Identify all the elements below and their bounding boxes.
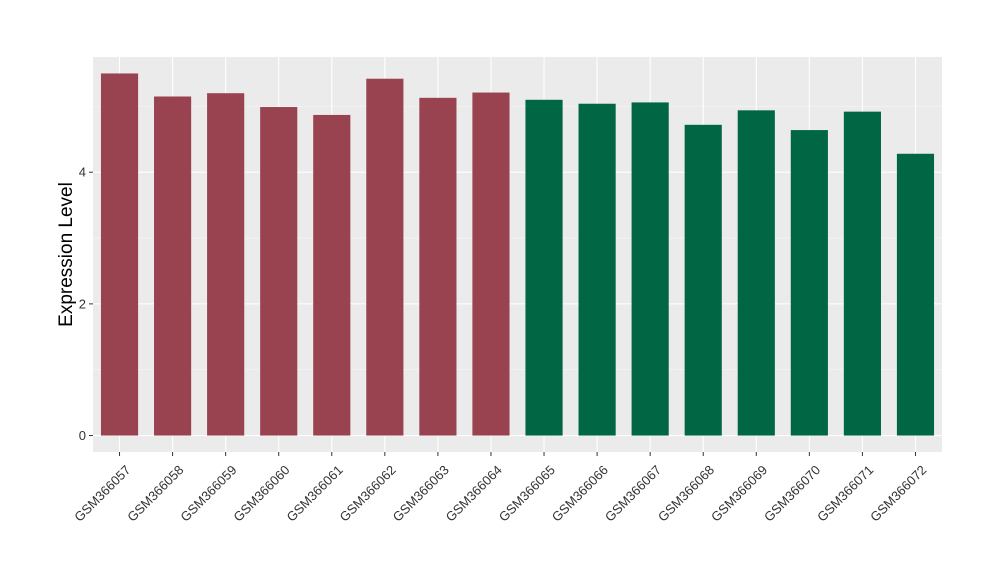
bar [843, 111, 881, 436]
x-tick-label: GSM366057 [71, 462, 133, 524]
bar [313, 114, 351, 436]
y-axis: 0 2 4 [79, 165, 93, 443]
x-tick-label: GSM366059 [177, 462, 239, 524]
bar [684, 124, 722, 436]
bar [578, 103, 616, 436]
y-tick-label: 2 [79, 296, 86, 311]
bar [790, 130, 828, 436]
x-axis: GSM366057GSM366058GSM366059GSM366060GSM3… [71, 452, 929, 525]
bar [260, 107, 298, 436]
x-tick-label: GSM366065 [496, 462, 558, 524]
y-axis-title: Expression Level [56, 182, 77, 327]
bar [631, 102, 669, 436]
x-tick-label: GSM366068 [655, 462, 717, 524]
bar [737, 110, 775, 436]
x-tick-label: GSM366064 [443, 462, 505, 524]
x-tick-label: GSM366062 [337, 462, 399, 524]
y-tick-label: 0 [79, 428, 86, 443]
bars [100, 73, 935, 436]
bar [207, 93, 245, 436]
bar [100, 73, 139, 436]
x-tick-label: GSM366060 [230, 462, 292, 524]
x-tick-label: GSM366070 [761, 462, 823, 524]
bar [366, 78, 404, 436]
x-tick-label: GSM366071 [814, 462, 876, 524]
x-tick-label: GSM366061 [283, 462, 345, 524]
x-tick-label: GSM366066 [549, 462, 611, 524]
bar [154, 96, 192, 436]
y-tick-label: 4 [79, 165, 86, 180]
bar [896, 153, 935, 436]
x-tick-label: GSM366072 [867, 462, 929, 524]
x-tick-label: GSM366067 [602, 462, 664, 524]
x-tick-label: GSM366069 [708, 462, 770, 524]
bar [472, 92, 510, 436]
x-tick-label: GSM366063 [390, 462, 452, 524]
x-tick-label: GSM366058 [124, 462, 186, 524]
bar [419, 97, 457, 436]
bar [525, 99, 563, 436]
